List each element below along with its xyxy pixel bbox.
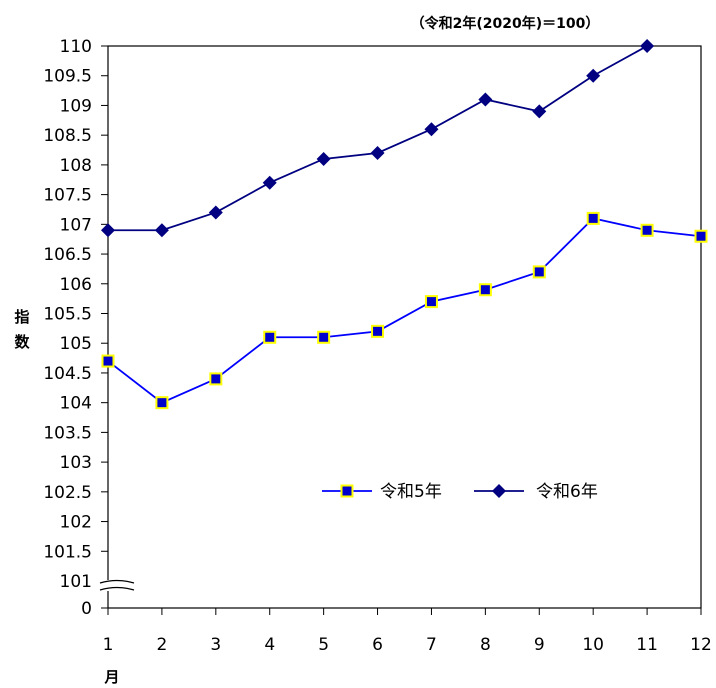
y-tick-label: 102 [60, 513, 92, 533]
legend-item-2: 令和6年 [474, 482, 598, 502]
x-tick-label: 12 [690, 635, 712, 655]
data-point [340, 484, 354, 498]
data-point [316, 151, 331, 166]
series-layer [101, 39, 708, 410]
axis-break-mark [99, 579, 135, 591]
y-tick-label: 106 [60, 275, 92, 295]
data-point [370, 146, 385, 160]
plot-area [107, 45, 702, 609]
y-tick-label: 107.5 [43, 186, 92, 206]
x-tick-label: 5 [318, 635, 329, 655]
y-axis: 110 109.5 109 108.5 108 107.5 107 106.5 106 105.5… [43, 37, 108, 619]
series-line [107, 217, 702, 404]
y-tick-label: 102.5 [43, 483, 92, 503]
y-tick-label: 105 [60, 334, 92, 354]
data-point [586, 68, 601, 83]
y-tick-label: 0 [81, 599, 92, 619]
x-axis: 1 2 3 4 5 6 7 8 9 10 11 12 [103, 608, 712, 655]
x-tick-label: 11 [636, 635, 658, 655]
x-tick-label: 4 [264, 635, 275, 655]
x-tick-label: 6 [372, 635, 383, 655]
x-tick-label: 9 [534, 635, 545, 655]
x-tick-label: 10 [582, 635, 604, 655]
data-point [155, 396, 169, 410]
legend-label: 令和6年 [536, 482, 598, 502]
data-point [154, 223, 169, 238]
y-tick-label: 103.5 [43, 423, 92, 443]
y-tick-label: 101 [60, 572, 92, 592]
data-point [478, 283, 492, 297]
data-point [532, 265, 546, 279]
data-point [209, 372, 223, 386]
data-point [101, 223, 115, 238]
legend-item-1: 令和5年 [322, 482, 442, 502]
x-tick-label: 7 [426, 635, 437, 655]
legend-label: 令和5年 [380, 482, 442, 502]
legend: 令和5年 令和6年 [322, 482, 598, 502]
data-point [371, 324, 385, 338]
data-point [262, 175, 277, 190]
y-tick-label: 110 [60, 37, 92, 57]
y-tick-label: 103 [60, 453, 92, 473]
data-point [640, 223, 654, 237]
y-tick-label: 109.5 [43, 67, 92, 87]
y-axis-label-1: 指 [14, 308, 29, 326]
y-tick-label: 109 [60, 96, 92, 116]
data-point [694, 229, 708, 243]
data-point [208, 205, 223, 220]
y-tick-label: 108.5 [43, 126, 92, 146]
data-point [424, 295, 438, 309]
data-point [492, 484, 506, 498]
data-point [640, 39, 655, 53]
y-tick-label: 104 [60, 394, 92, 414]
y-axis-label-2: 数 [14, 333, 30, 351]
y-tick-label: 105.5 [43, 305, 92, 325]
y-tick-label: 104.5 [43, 364, 92, 384]
chart-note: （令和2年(2020年)＝100） [411, 15, 600, 32]
series-1 [101, 211, 708, 410]
data-point [101, 354, 115, 368]
x-tick-label: 3 [210, 635, 221, 655]
y-tick-label: 101.5 [43, 542, 92, 562]
data-point [424, 122, 439, 137]
data-point [586, 211, 600, 225]
y-tick-label: 108 [60, 156, 92, 176]
data-point [317, 330, 331, 344]
x-tick-label: 1 [103, 635, 114, 655]
data-point [263, 330, 277, 344]
y-tick-label: 107 [60, 215, 92, 235]
series-2 [101, 39, 655, 238]
data-point [532, 104, 547, 119]
data-point [478, 92, 493, 107]
x-axis-label: 月 [103, 668, 119, 686]
x-tick-label: 2 [156, 635, 167, 655]
y-tick-label: 106.5 [43, 245, 92, 265]
x-tick-label: 8 [480, 635, 491, 655]
